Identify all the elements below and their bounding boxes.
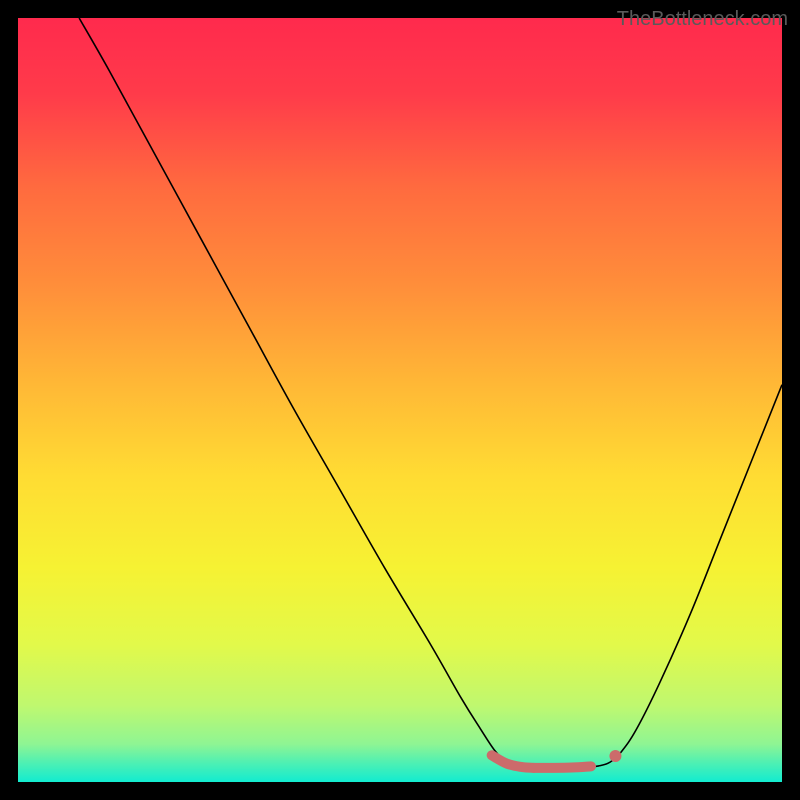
valley-marker-dot bbox=[609, 750, 621, 762]
bottleneck-chart-svg bbox=[0, 0, 800, 800]
chart-stage: TheBottleneck.com bbox=[0, 0, 800, 800]
valley-marker-right bbox=[534, 766, 591, 768]
